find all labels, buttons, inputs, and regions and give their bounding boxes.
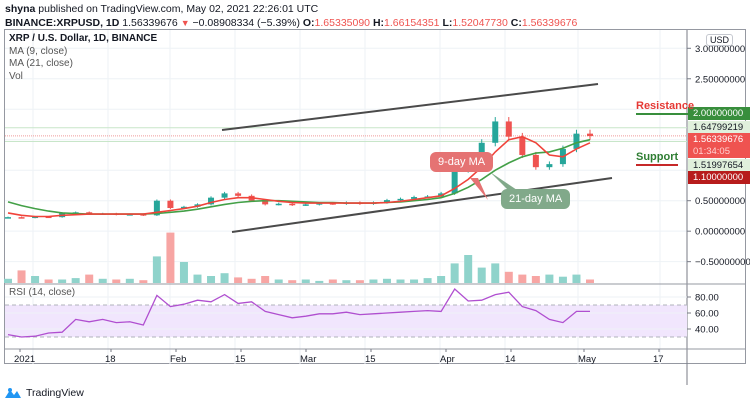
symbol: BINANCE:XRPUSD, 1D [5, 17, 120, 29]
legend-vol[interactable]: Vol [9, 70, 23, 82]
resistance-label: Resistance [636, 100, 695, 115]
price-tag: 1.51997654 [688, 159, 750, 172]
chart-header: shyna published on TradingView.com, May … [5, 2, 577, 30]
chart-legend: XRP / U.S. Dollar, 1D, BINANCE MA (9, cl… [9, 33, 157, 83]
svg-text:17: 17 [653, 354, 664, 365]
close-label: C: [510, 17, 522, 29]
svg-text:15: 15 [235, 354, 246, 365]
open-label: O: [302, 17, 315, 29]
svg-text:Feb: Feb [170, 354, 186, 365]
svg-text:3.00000000: 3.00000000 [695, 44, 745, 55]
last-price: 1.56339676 [122, 17, 178, 29]
low-label: L: [442, 17, 453, 29]
svg-text:40.00: 40.00 [695, 325, 719, 336]
svg-text:18: 18 [105, 354, 116, 365]
svg-text:Apr: Apr [440, 354, 455, 365]
currency-badge[interactable]: USD [706, 34, 734, 46]
price-tag: 1.56339676 [688, 133, 750, 146]
brand-name: TradingView [26, 387, 84, 399]
chart-frame[interactable] [4, 29, 746, 364]
tradingview-brand[interactable]: TradingView [4, 387, 84, 399]
publish-line: shyna published on TradingView.com, May … [5, 2, 577, 16]
price-tag: 1.64799219 [688, 121, 750, 134]
open-value: 1.65335090 [314, 17, 371, 29]
publisher-name[interactable]: shyna [5, 3, 36, 15]
svg-text:2021: 2021 [14, 354, 35, 365]
high-label: H: [372, 17, 385, 29]
down-arrow-icon: ▼ [180, 18, 190, 28]
legend-ma9[interactable]: MA (9, close) [9, 45, 68, 57]
rsi-legend[interactable]: RSI (14, close) [9, 287, 76, 298]
legend-title[interactable]: XRP / U.S. Dollar, 1D, BINANCE [9, 33, 158, 44]
svg-text:−0.50000000: −0.50000000 [695, 257, 750, 268]
close-value: 1.56339676 [521, 17, 578, 29]
symbol-line: BINANCE:XRPUSD, 1D 1.56339676 ▼ −0.08908… [5, 16, 577, 30]
tradingview-logo-icon [5, 388, 21, 398]
publish-info: published on TradingView.com, May 02, 20… [35, 3, 319, 15]
legend-ma21[interactable]: MA (21, close) [9, 58, 73, 69]
svg-text:15: 15 [365, 354, 376, 365]
svg-text:2.50000000: 2.50000000 [695, 74, 745, 85]
svg-text:80.00: 80.00 [695, 293, 719, 304]
svg-text:May: May [578, 354, 596, 365]
price-change: −0.08908334 (−5.39%) [192, 17, 300, 29]
ma21-callout: 21-day MA [501, 189, 571, 209]
high-value: 1.66154351 [384, 17, 440, 29]
svg-text:0.50000000: 0.50000000 [695, 196, 745, 207]
svg-text:Mar: Mar [300, 354, 316, 365]
price-tag: 2.00000000 [688, 107, 750, 120]
svg-text:14: 14 [505, 354, 516, 365]
support-label: Support [636, 151, 679, 166]
svg-text:0.00000000: 0.00000000 [695, 227, 745, 238]
svg-text:60.00: 60.00 [695, 309, 719, 320]
low-value: 1.52047730 [452, 17, 508, 29]
price-tag: 1.10000000 [688, 171, 750, 184]
price-tag: 01:34:05 [688, 145, 750, 158]
ma9-callout: 9-day MA [430, 152, 494, 172]
